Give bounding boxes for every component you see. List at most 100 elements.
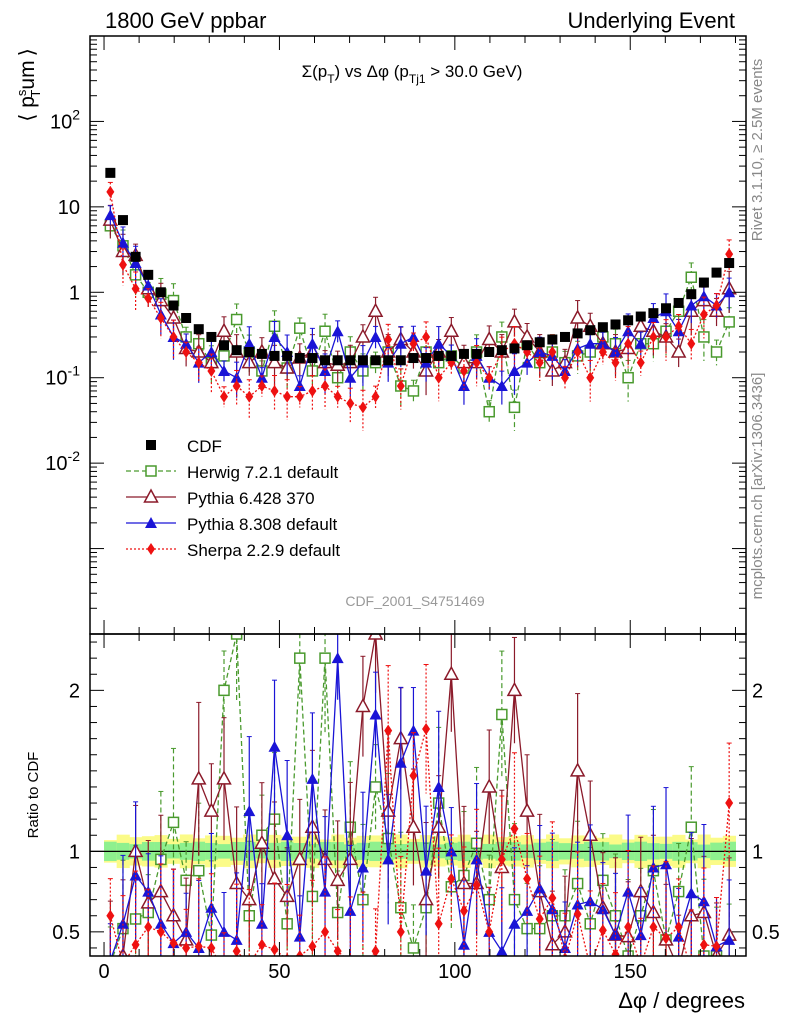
main-point-pythia-6-428-370	[367, 302, 384, 317]
main-point-sherpa-2-2-9-default	[396, 379, 405, 392]
legend-marker-pythia-8-308-default	[145, 517, 157, 528]
ratio-point-pythia-6-428-370	[329, 871, 346, 887]
ratio-point-sherpa-2-2-9-default	[371, 945, 380, 956]
ratio-point-sherpa-2-2-9-default	[523, 872, 532, 885]
ratio-point-sherpa-2-2-9-default	[156, 925, 165, 938]
ratio-point-pythia-8-308-default	[432, 780, 445, 792]
main-point-cdf	[269, 350, 280, 361]
ratio-point-sherpa-2-2-9-default	[144, 921, 153, 934]
main-point-cdf	[282, 350, 293, 361]
ratio-point-pythia-8-308-default	[243, 805, 256, 817]
main-point-herwig-7-2-1-default	[622, 371, 634, 384]
main-point-pythia-8-308-default	[394, 337, 407, 349]
ratio-point-pythia-8-308-default	[660, 858, 673, 870]
ratio-point-sherpa-2-2-9-default	[119, 958, 127, 970]
main-point-herwig-7-2-1-default	[710, 346, 723, 358]
ratio-point-sherpa-2-2-9-default	[472, 879, 481, 892]
main-point-pythia-6-428-370	[506, 313, 523, 328]
ratio-point-pythia-6-428-370	[266, 870, 283, 885]
ratio-point-sherpa-2-2-9-default	[535, 912, 544, 925]
ratio-point-sherpa-2-2-9-default	[434, 917, 443, 930]
main-point-pythia-8-308-default	[205, 345, 218, 357]
main-point-pythia-8-308-default	[369, 330, 382, 342]
main-point-sherpa-2-2-9-default	[257, 379, 266, 392]
ratio-point-sherpa-2-2-9-default	[485, 925, 494, 938]
main-point-cdf	[307, 353, 318, 364]
ratio-point-herwig-7-2-1-default	[407, 942, 420, 954]
main-point-sherpa-2-2-9-default	[295, 390, 304, 403]
ratio-point-pythia-6-428-370	[481, 778, 497, 793]
main-point-sherpa-2-2-9-default	[624, 337, 633, 350]
ratio-point-sherpa-2-2-9-default	[586, 961, 594, 973]
ratio-point-pythia-8-308-default	[495, 945, 508, 956]
main-point-cdf	[572, 328, 583, 339]
ratio-point-sherpa-2-2-9-default	[649, 921, 658, 934]
main-point-cdf	[547, 334, 558, 345]
main-point-pythia-8-308-default	[293, 379, 306, 391]
main-point-pythia-6-428-370	[355, 328, 371, 343]
main-point-sherpa-2-2-9-default	[712, 299, 721, 312]
main-point-sherpa-2-2-9-default	[725, 248, 734, 261]
ratio-point-pythia-8-308-default	[255, 917, 268, 929]
main-point-cdf	[458, 348, 469, 359]
header-left-label: 1800 GeV ppbar	[105, 8, 266, 33]
main-point-sherpa-2-2-9-default	[434, 371, 443, 384]
main-point-cdf	[421, 353, 432, 364]
main-point-cdf	[496, 345, 507, 356]
main-point-pythia-8-308-default	[609, 345, 622, 357]
main-point-herwig-7-2-1-default	[483, 405, 495, 418]
main-point-pythia-8-308-default	[129, 257, 142, 269]
ratio-point-pythia-8-308-default	[356, 861, 369, 873]
main-point-sherpa-2-2-9-default	[636, 356, 645, 369]
legend-marker-herwig-7-2-1-default	[145, 465, 157, 477]
ratio-point-pythia-8-308-default	[129, 869, 142, 881]
main-point-cdf	[597, 322, 608, 333]
main-point-herwig-7-2-1-default	[508, 401, 521, 414]
ratio-point-sherpa-2-2-9-default	[598, 924, 607, 937]
ratio-point-pythia-8-308-default	[723, 933, 736, 945]
header-right-label: Underlying Event	[567, 8, 735, 33]
main-point-cdf	[509, 343, 520, 354]
main-point-sherpa-2-2-9-default	[270, 384, 279, 397]
ratio-point-pythia-8-308-default	[116, 917, 129, 929]
main-point-cdf	[130, 251, 141, 262]
main-point-cdf	[320, 355, 331, 366]
ratio-point-pythia-6-428-370	[355, 697, 371, 713]
ratio-point-pythia-6-428-370	[190, 770, 207, 785]
ratio-y-tick-label: 1	[69, 841, 80, 863]
ratio-point-sherpa-2-2-9-default	[409, 769, 418, 782]
main-point-cdf	[408, 353, 419, 364]
ratio-point-sherpa-2-2-9-default	[687, 964, 695, 976]
main-point-cdf	[294, 353, 305, 364]
ratio-point-pythia-6-428-370	[292, 850, 308, 866]
main-y-tick-label: 10-1	[45, 363, 80, 390]
main-point-sherpa-2-2-9-default	[384, 333, 393, 346]
main-point-pythia-8-308-default	[685, 299, 698, 311]
main-point-cdf	[395, 355, 406, 366]
main-point-cdf	[383, 355, 394, 366]
ratio-point-herwig-7-2-1-default	[230, 634, 243, 640]
ratio-point-sherpa-2-2-9-default	[295, 950, 304, 956]
ratio-y-tick-label: 0.5	[52, 922, 80, 944]
main-point-herwig-7-2-1-default	[685, 271, 698, 283]
main-point-pythia-8-308-default	[697, 290, 710, 302]
ratio-y-tick-label: 2	[69, 680, 80, 702]
main-point-pythia-8-308-default	[104, 209, 117, 221]
chart-title: Σ(pT) vs Δφ (pTj1 > 30.0 GeV)	[302, 62, 523, 86]
ratio-point-sherpa-2-2-9-default	[220, 966, 228, 978]
main-point-cdf	[256, 348, 267, 359]
ratio-point-pythia-6-428-370	[254, 834, 270, 850]
ratio-line-herwig-7-2-1-default	[112, 634, 718, 956]
ratio-point-sherpa-2-2-9-default	[699, 938, 708, 951]
main-point-cdf	[105, 167, 116, 178]
main-point-herwig-7-2-1-default	[319, 325, 331, 337]
main-point-sherpa-2-2-9-default	[333, 390, 342, 403]
main-point-cdf	[345, 355, 356, 366]
main-point-cdf	[534, 337, 545, 348]
ratio-point-sherpa-2-2-9-default	[548, 892, 557, 905]
legend-label-pythia-6-428-370: Pythia 6.428 370	[187, 489, 315, 508]
legend-label-herwig-7-2-1-default: Herwig 7.2.1 default	[187, 463, 338, 482]
ratio-point-sherpa-2-2-9-default	[510, 822, 519, 835]
main-point-cdf	[231, 345, 242, 356]
ratio-point-pythia-8-308-default	[533, 882, 546, 894]
